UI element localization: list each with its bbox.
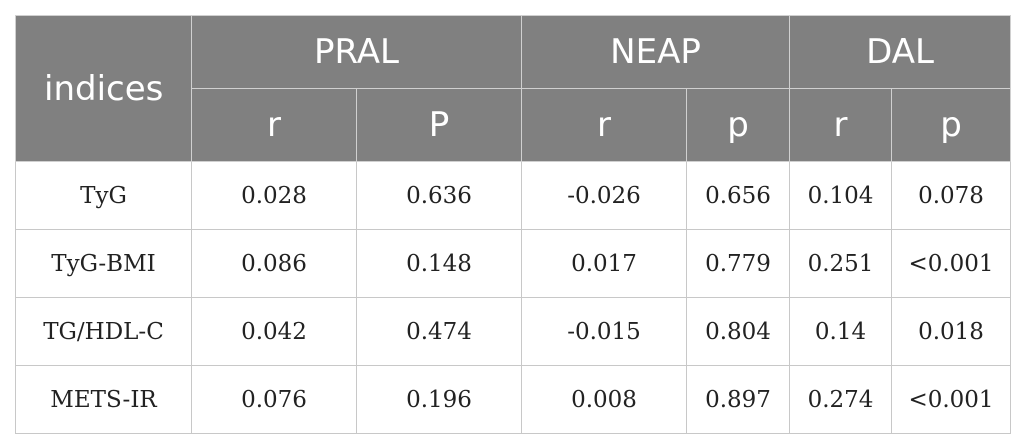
table-cell: 0.078 (891, 161, 1012, 230)
table-row: METS-IR 0.076 0.196 0.008 0.897 0.274 <0… (15, 365, 1012, 434)
row-label: TG/HDL-C (15, 297, 192, 366)
correlation-table: indices PRAL NEAP DAL r P r p r p TyG 0.… (15, 15, 1012, 434)
table-cell: 0.779 (686, 229, 791, 298)
row-label: TyG (15, 161, 192, 230)
table-cell: <0.001 (891, 365, 1012, 434)
table-cell: 0.656 (686, 161, 791, 230)
subheader-pral-r: r (191, 88, 357, 162)
table-cell: 0.104 (789, 161, 893, 230)
table-cell: 0.008 (521, 365, 688, 434)
subheader-dal-r: r (789, 88, 893, 162)
table-cell: -0.026 (521, 161, 688, 230)
row-label: METS-IR (15, 365, 192, 434)
table-row: TyG 0.028 0.636 -0.026 0.656 0.104 0.078 (15, 161, 1012, 230)
row-label: TyG-BMI (15, 229, 192, 298)
group-header-neap: NEAP (521, 15, 791, 89)
table-cell: -0.015 (521, 297, 688, 366)
table-cell: 0.086 (191, 229, 357, 298)
table-row: TyG-BMI 0.086 0.148 0.017 0.779 0.251 <0… (15, 229, 1012, 298)
table-cell: 0.274 (789, 365, 893, 434)
table-body: TyG 0.028 0.636 -0.026 0.656 0.104 0.078… (15, 161, 1012, 434)
table-cell: 0.14 (789, 297, 893, 366)
subheader-pral-p: P (355, 88, 523, 162)
table-cell: 0.076 (191, 365, 357, 434)
group-header-pral: PRAL (190, 15, 523, 89)
subheader-neap-p: p (686, 88, 791, 162)
table-cell: 0.148 (355, 229, 523, 298)
table-cell: 0.028 (191, 161, 357, 230)
table-cell: 0.196 (355, 365, 523, 434)
table-cell: 0.018 (891, 297, 1012, 366)
table-row: TG/HDL-C 0.042 0.474 -0.015 0.804 0.14 0… (15, 297, 1012, 366)
table-header: indices PRAL NEAP DAL r P r p r p (15, 15, 1012, 162)
table-cell: 0.897 (686, 365, 791, 434)
group-header-dal: DAL (789, 15, 1012, 89)
table-cell: 0.042 (191, 297, 357, 366)
subheader-neap-r: r (521, 88, 688, 162)
table-cell: 0.251 (789, 229, 893, 298)
table-cell: 0.474 (355, 297, 523, 366)
table-cell: 0.804 (686, 297, 791, 366)
subheader-dal-p: p (891, 88, 1012, 162)
table-cell: <0.001 (891, 229, 1012, 298)
table-cell: 0.017 (521, 229, 688, 298)
table-cell: 0.636 (355, 161, 523, 230)
indices-header: indices (15, 15, 192, 162)
